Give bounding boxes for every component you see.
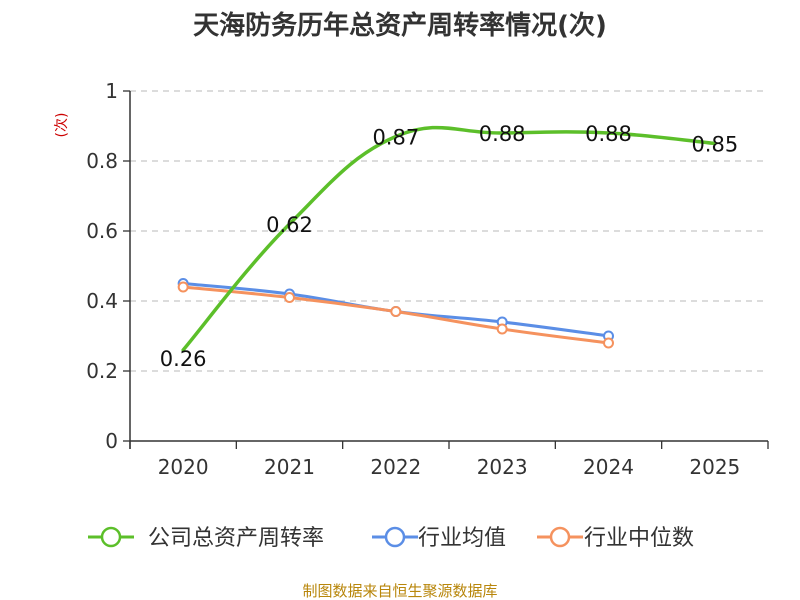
data-point xyxy=(603,337,614,349)
source-note: 制图数据来自恒生聚源数据库 xyxy=(302,582,497,600)
y-tick-label: 0.2 xyxy=(86,359,118,383)
data-point xyxy=(284,292,295,303)
data-label: 0.87 xyxy=(372,126,419,150)
data-point xyxy=(390,306,402,317)
x-tick-label: 2021 xyxy=(264,455,315,479)
x-tick-label: 2020 xyxy=(158,455,209,479)
x-tick-label: 2023 xyxy=(477,455,528,479)
x-tick-label: 2025 xyxy=(689,455,740,479)
legend-item-0: 公司总资产周转率 xyxy=(88,526,324,551)
data-label: 0.26 xyxy=(160,347,207,371)
y-axis-unit: (次) xyxy=(54,113,70,138)
plot-area: 0.26 0.62 0.87 0.88 0.88 0.85 xyxy=(160,122,738,371)
legend-marker xyxy=(384,526,406,548)
legend-item-2: 行业中位数 xyxy=(537,526,694,551)
legend-item-1: 行业均值 xyxy=(372,526,506,551)
chart-title: 天海防务历年总资产周转率情况(次) xyxy=(193,10,607,41)
data-label: 0.62 xyxy=(266,213,313,237)
data-label: 0.88 xyxy=(479,122,526,146)
legend-label: 行业中位数 xyxy=(584,526,694,551)
series-0: 0.26 0.62 0.87 0.88 0.88 0.85 xyxy=(160,122,738,371)
data-point xyxy=(177,281,189,293)
legend-label: 公司总资产周转率 xyxy=(148,526,324,551)
data-point xyxy=(496,323,508,335)
legend-marker xyxy=(100,526,122,548)
series-2 xyxy=(177,281,614,349)
data-label: 0.85 xyxy=(691,133,738,157)
x-tick-label: 2024 xyxy=(583,455,634,479)
y-tick-label: 0.8 xyxy=(86,149,118,173)
y-tick-label: 1 xyxy=(105,79,118,103)
grid xyxy=(130,90,768,372)
legend-marker xyxy=(549,526,571,548)
data-label: 0.88 xyxy=(585,122,632,146)
x-tick-label: 2022 xyxy=(370,455,421,479)
y-tick-label: 0.4 xyxy=(86,289,118,313)
legend-label: 行业均值 xyxy=(418,526,506,551)
legend: 公司总资产周转率 行业均值 行业中位数 xyxy=(88,526,694,551)
series-line xyxy=(181,125,717,352)
y-tick-label: 0.6 xyxy=(86,219,118,243)
axes: 0 0.2 0.4 0.6 0.8 1 2020 2021 2022 2023 2024 2025 xyxy=(86,79,769,479)
y-tick-label: 0 xyxy=(105,429,118,453)
